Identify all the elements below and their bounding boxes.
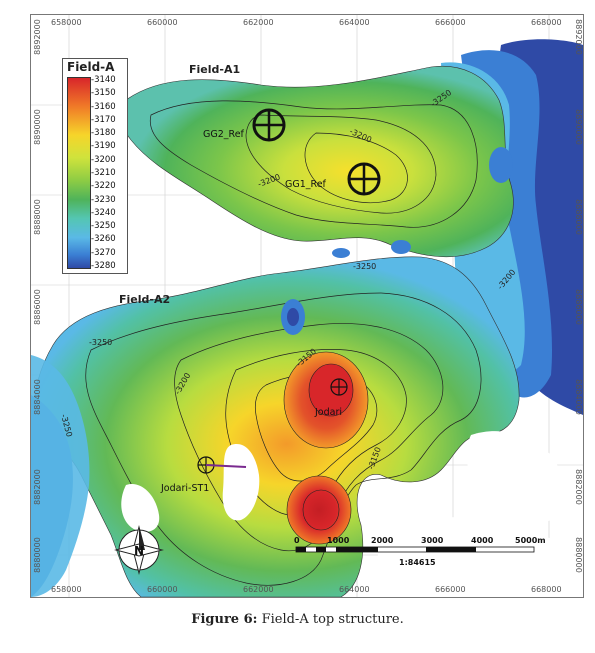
legend-value: -3150 — [91, 88, 116, 99]
field-label-a1: Field-A1 — [189, 63, 240, 76]
low-a1-east — [489, 147, 513, 183]
legend-value: -3250 — [91, 221, 116, 232]
south-high-inner — [302, 489, 340, 531]
structure-map: GG2_Ref GG1_Ref Jodari Jodari-ST1 Field-… — [31, 15, 583, 597]
legend-value: -3140 — [91, 75, 116, 85]
svg-text:8892000: 8892000 — [574, 19, 583, 55]
well-jodari[interactable] — [330, 378, 348, 396]
legend-value: -3200 — [91, 154, 116, 165]
svg-text:8884000: 8884000 — [33, 379, 42, 415]
well-label-gg1-ref: GG1_Ref — [285, 179, 327, 190]
caption-text: Field-A top structure. — [261, 612, 404, 627]
legend-value: -3190 — [91, 141, 116, 152]
svg-text:666000: 666000 — [435, 585, 466, 594]
svg-text:668000: 668000 — [531, 585, 562, 594]
field-a1-contour-2 — [245, 114, 437, 214]
svg-text:8886000: 8886000 — [33, 289, 42, 325]
legend-color-bar — [67, 77, 91, 269]
caption-prefix: Figure 6: — [191, 612, 258, 627]
white-gap-south — [121, 484, 160, 532]
svg-text:660000: 660000 — [147, 18, 178, 27]
scale-label: 5000m — [515, 536, 546, 545]
svg-text:8886000: 8886000 — [574, 289, 583, 325]
white-gap-center — [222, 444, 260, 521]
svg-text:8882000: 8882000 — [33, 469, 42, 505]
scale-label: 0 — [294, 536, 300, 545]
legend-value: -3240 — [91, 207, 116, 218]
field-a1-contour-3 — [304, 132, 408, 204]
svg-text:8880000: 8880000 — [574, 537, 583, 573]
svg-text:660000: 660000 — [147, 585, 178, 594]
svg-text:662000: 662000 — [243, 18, 274, 27]
scale-label: 4000 — [471, 536, 494, 545]
well-label-jodari-st1: Jodari-ST1 — [160, 483, 209, 494]
svg-text:N: N — [134, 544, 144, 558]
svg-text:662000: 662000 — [243, 585, 274, 594]
svg-text:8888000: 8888000 — [33, 199, 42, 235]
legend-value: -3270 — [91, 247, 116, 258]
scale-label: 3000 — [421, 536, 444, 545]
well-label-jodari: Jodari — [314, 407, 342, 418]
low-west-inner — [287, 308, 299, 326]
legend-value: -3230 — [91, 194, 116, 205]
svg-text:8884000: 8884000 — [574, 379, 583, 415]
svg-text:8890000: 8890000 — [574, 109, 583, 145]
map-frame: GG2_Ref GG1_Ref Jodari Jodari-ST1 Field-… — [30, 14, 584, 598]
svg-text:8892000: 8892000 — [33, 19, 42, 55]
field-a2-west-cyan — [31, 355, 90, 597]
legend-title: Field-A — [67, 60, 115, 74]
svg-text:8882000: 8882000 — [574, 469, 583, 505]
svg-text:664000: 664000 — [339, 18, 370, 27]
legend-value: -3220 — [91, 181, 116, 192]
x-ticks-bottom: 658000 660000 662000 664000 666000 66800… — [51, 585, 562, 594]
south-high — [286, 475, 352, 545]
contour-label: -3250 — [353, 262, 376, 271]
legend-value: -3280 — [91, 261, 116, 271]
field-label-a2: Field-A2 — [119, 293, 170, 306]
scale-label: 2000 — [371, 536, 394, 545]
legend: Field-A -3140 -3150 -3160 -3170 -3180 -3190 -3… — [62, 58, 128, 274]
scale-bar: 0 1000 2000 3000 4000 5000m 1:84615 — [294, 536, 546, 567]
legend-value: -3210 — [91, 168, 116, 178]
svg-text:664000: 664000 — [339, 585, 370, 594]
well-gg2-ref[interactable] — [252, 108, 286, 142]
legend-value: -3160 — [91, 101, 116, 112]
y-ticks-left: 8892000 8890000 8888000 8886000 8884000 … — [33, 19, 42, 573]
svg-text:668000: 668000 — [531, 18, 562, 27]
svg-text:658000: 658000 — [51, 585, 82, 594]
svg-text:8890000: 8890000 — [33, 109, 42, 145]
legend-value: -3170 — [91, 114, 116, 125]
legend-value: -3180 — [91, 128, 116, 139]
white-gap-southeast — [466, 431, 565, 526]
scale-label: 1000 — [327, 536, 350, 545]
legend-value: -3260 — [91, 234, 116, 245]
low-a1-southwest — [332, 248, 350, 258]
well-gg1-ref[interactable] — [347, 162, 381, 196]
x-ticks-top: 658000 660000 662000 664000 666000 66800… — [51, 18, 562, 27]
y-ticks-right: 8892000 8890000 8888000 8886000 8884000 … — [574, 19, 583, 573]
svg-text:666000: 666000 — [435, 18, 466, 27]
field-a1-contour-1 — [149, 100, 478, 228]
white-gap-lower-east — [376, 515, 583, 597]
north-arrow-icon: N — [114, 525, 164, 575]
low-a1-south — [391, 240, 411, 254]
figure-caption: Figure 6: Field-A top structure. — [0, 612, 595, 627]
well-jodari-st1[interactable] — [197, 456, 247, 474]
scale-ratio: 1:84615 — [399, 558, 436, 567]
svg-text:8880000: 8880000 — [33, 537, 42, 573]
field-a1-area — [120, 65, 514, 258]
svg-text:658000: 658000 — [51, 18, 82, 27]
contour-label: -3250 — [89, 338, 112, 347]
well-label-gg2-ref: GG2_Ref — [203, 129, 245, 140]
svg-text:8888000: 8888000 — [574, 199, 583, 235]
